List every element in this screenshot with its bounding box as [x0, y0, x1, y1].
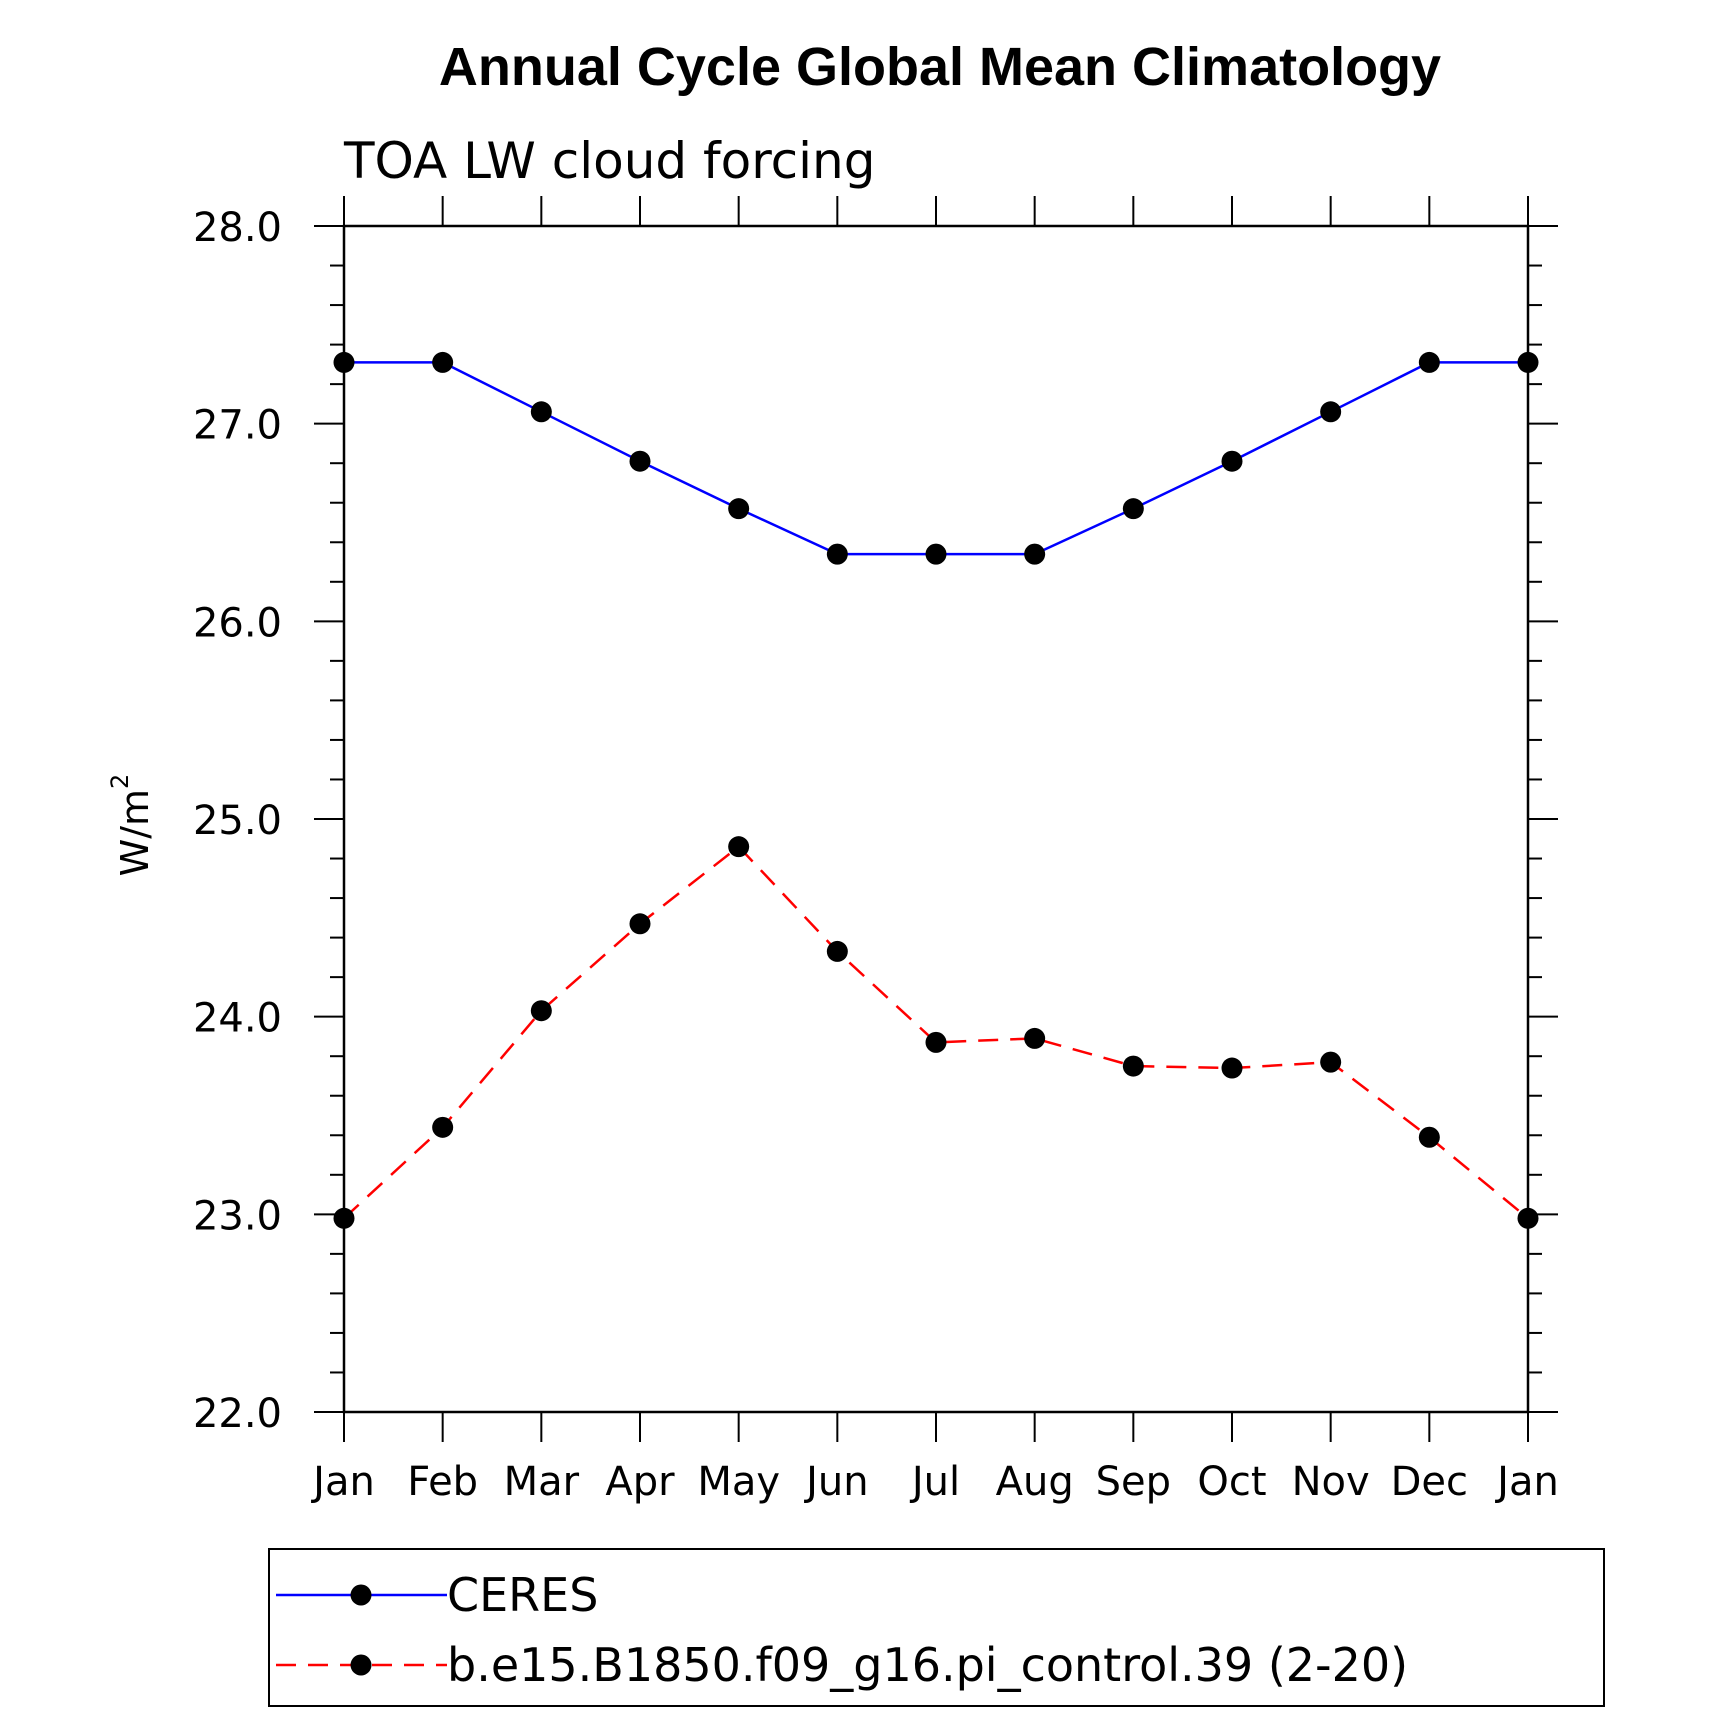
data-point — [1221, 1057, 1243, 1079]
data-point — [1418, 1126, 1440, 1148]
data-point — [826, 543, 848, 565]
x-tick-label: Jul — [909, 1459, 960, 1505]
data-point — [728, 498, 750, 520]
data-point — [1122, 498, 1144, 520]
data-point — [1221, 450, 1243, 472]
plot-frame — [342, 224, 1530, 1414]
legend-label: CERES — [447, 1568, 598, 1622]
x-tick-label: Dec — [1391, 1459, 1468, 1505]
x-tick-label: Sep — [1096, 1459, 1171, 1505]
data-point — [333, 351, 355, 373]
data-point — [1122, 1055, 1144, 1077]
data-point — [728, 836, 750, 858]
y-axis-label-group: W/m2 — [106, 774, 157, 877]
data-point — [432, 1116, 454, 1138]
x-tick-label: Apr — [605, 1459, 675, 1505]
x-tick-label: Nov — [1292, 1459, 1370, 1505]
y-tick-label: 26.0 — [193, 600, 282, 646]
axes — [314, 196, 1558, 1442]
legend-marker — [350, 1654, 372, 1676]
x-tick-label: Aug — [996, 1459, 1074, 1505]
data-point — [826, 940, 848, 962]
data-point — [333, 1207, 355, 1229]
data-point — [1517, 1207, 1539, 1229]
y-tick-label: 24.0 — [193, 996, 282, 1042]
y-tick-labels: 22.0 23.0 24.0 25.0 26.0 27.0 28.0 — [193, 205, 282, 1437]
y-tick-label: 22.0 — [193, 1391, 282, 1437]
y-tick-label: 25.0 — [193, 798, 282, 844]
legend-label: b.e15.B1850.f09_g16.pi_control.39 (2-20) — [447, 1638, 1408, 1692]
series-line — [344, 361, 1528, 556]
data-point — [1024, 543, 1046, 565]
data-point — [530, 401, 552, 423]
x-tick-label: Jan — [310, 1459, 375, 1505]
x-tick-label: Jan — [1494, 1459, 1559, 1505]
y-axis-label: W/m2 — [106, 774, 157, 877]
data-point — [925, 1031, 947, 1053]
legend-box — [268, 1548, 1605, 1707]
data-point — [530, 1000, 552, 1022]
data-point — [629, 913, 651, 935]
x-tick-label: Oct — [1197, 1459, 1266, 1505]
x-tick-label: Mar — [504, 1459, 580, 1505]
data-point — [1418, 351, 1440, 373]
x-tick-label: Jun — [803, 1459, 869, 1505]
y-tick-label: 27.0 — [193, 403, 282, 449]
legend-marker — [350, 1584, 372, 1606]
legend: CERES b.e15.B1850.f09_g16.pi_control.39 (… — [268, 1548, 1605, 1707]
data-point — [1517, 351, 1539, 373]
data-point — [925, 543, 947, 565]
data-point — [629, 450, 651, 472]
series-layer — [333, 351, 1539, 1229]
x-tick-label: Feb — [407, 1459, 478, 1505]
data-point — [1320, 1051, 1342, 1073]
chart-title: Annual Cycle Global Mean Climatology — [439, 37, 1441, 97]
y-tick-label: 28.0 — [193, 205, 282, 251]
y-tick-label: 23.0 — [193, 1193, 282, 1239]
data-point — [432, 351, 454, 373]
data-point — [1320, 401, 1342, 423]
chart-subtitle: TOA LW cloud forcing — [343, 132, 875, 190]
x-tick-labels: Jan Feb Mar Apr May Jun Jul Aug Sep Oct Nov Dec Jan — [310, 1459, 1559, 1505]
data-point — [1024, 1027, 1046, 1049]
x-tick-label: May — [697, 1459, 780, 1505]
